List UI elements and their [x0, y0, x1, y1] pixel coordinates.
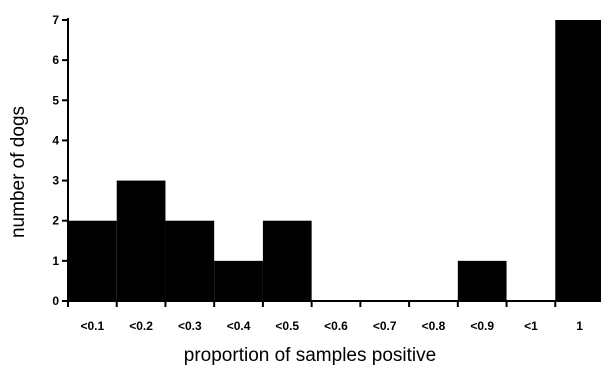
y-tick-label-6: 6 [52, 53, 59, 67]
x-axis-title: proportion of samples positive [184, 345, 436, 366]
x-axis: <0.1 <0.2 <0.3 <0.4 <0.5 <0.6 <0.7 <0.8 <0.9 <1 1 [67, 300, 601, 333]
y-tick-label-5: 5 [52, 93, 59, 107]
bar-1 [68, 220, 117, 301]
bar-2 [116, 180, 166, 301]
x-tick-label-9: <0.9 [470, 319, 494, 333]
x-tick-label-5: <0.5 [275, 319, 299, 333]
bar-4 [214, 260, 263, 301]
x-tick-label-11: 1 [576, 319, 583, 333]
y-tick-label-2: 2 [52, 214, 59, 228]
bar-3 [165, 220, 215, 301]
x-tick-label-7: <0.7 [373, 319, 397, 333]
bar-5 [262, 220, 312, 301]
y-tick-label-4: 4 [52, 133, 59, 147]
x-tick-label-6: <0.6 [324, 319, 348, 333]
y-tick-label-1: 1 [52, 254, 59, 268]
bars-group [68, 20, 601, 301]
x-tick-label-10: <1 [524, 319, 538, 333]
x-tick-label-4: <0.4 [227, 319, 251, 333]
y-tick-label-7: 7 [52, 13, 59, 27]
x-tick-label-1: <0.1 [81, 319, 105, 333]
y-tick-label-3: 3 [52, 174, 59, 188]
x-tick-label-3: <0.3 [178, 319, 202, 333]
y-axis-title: number of dogs [8, 106, 29, 238]
y-tick-label-0: 0 [52, 294, 59, 308]
y-axis: 0 1 2 3 4 5 6 7 [52, 13, 69, 308]
x-tick-label-2: <0.2 [129, 319, 153, 333]
x-tick-label-8: <0.8 [422, 319, 446, 333]
bar-11 [555, 20, 601, 301]
bar-9 [457, 260, 507, 301]
